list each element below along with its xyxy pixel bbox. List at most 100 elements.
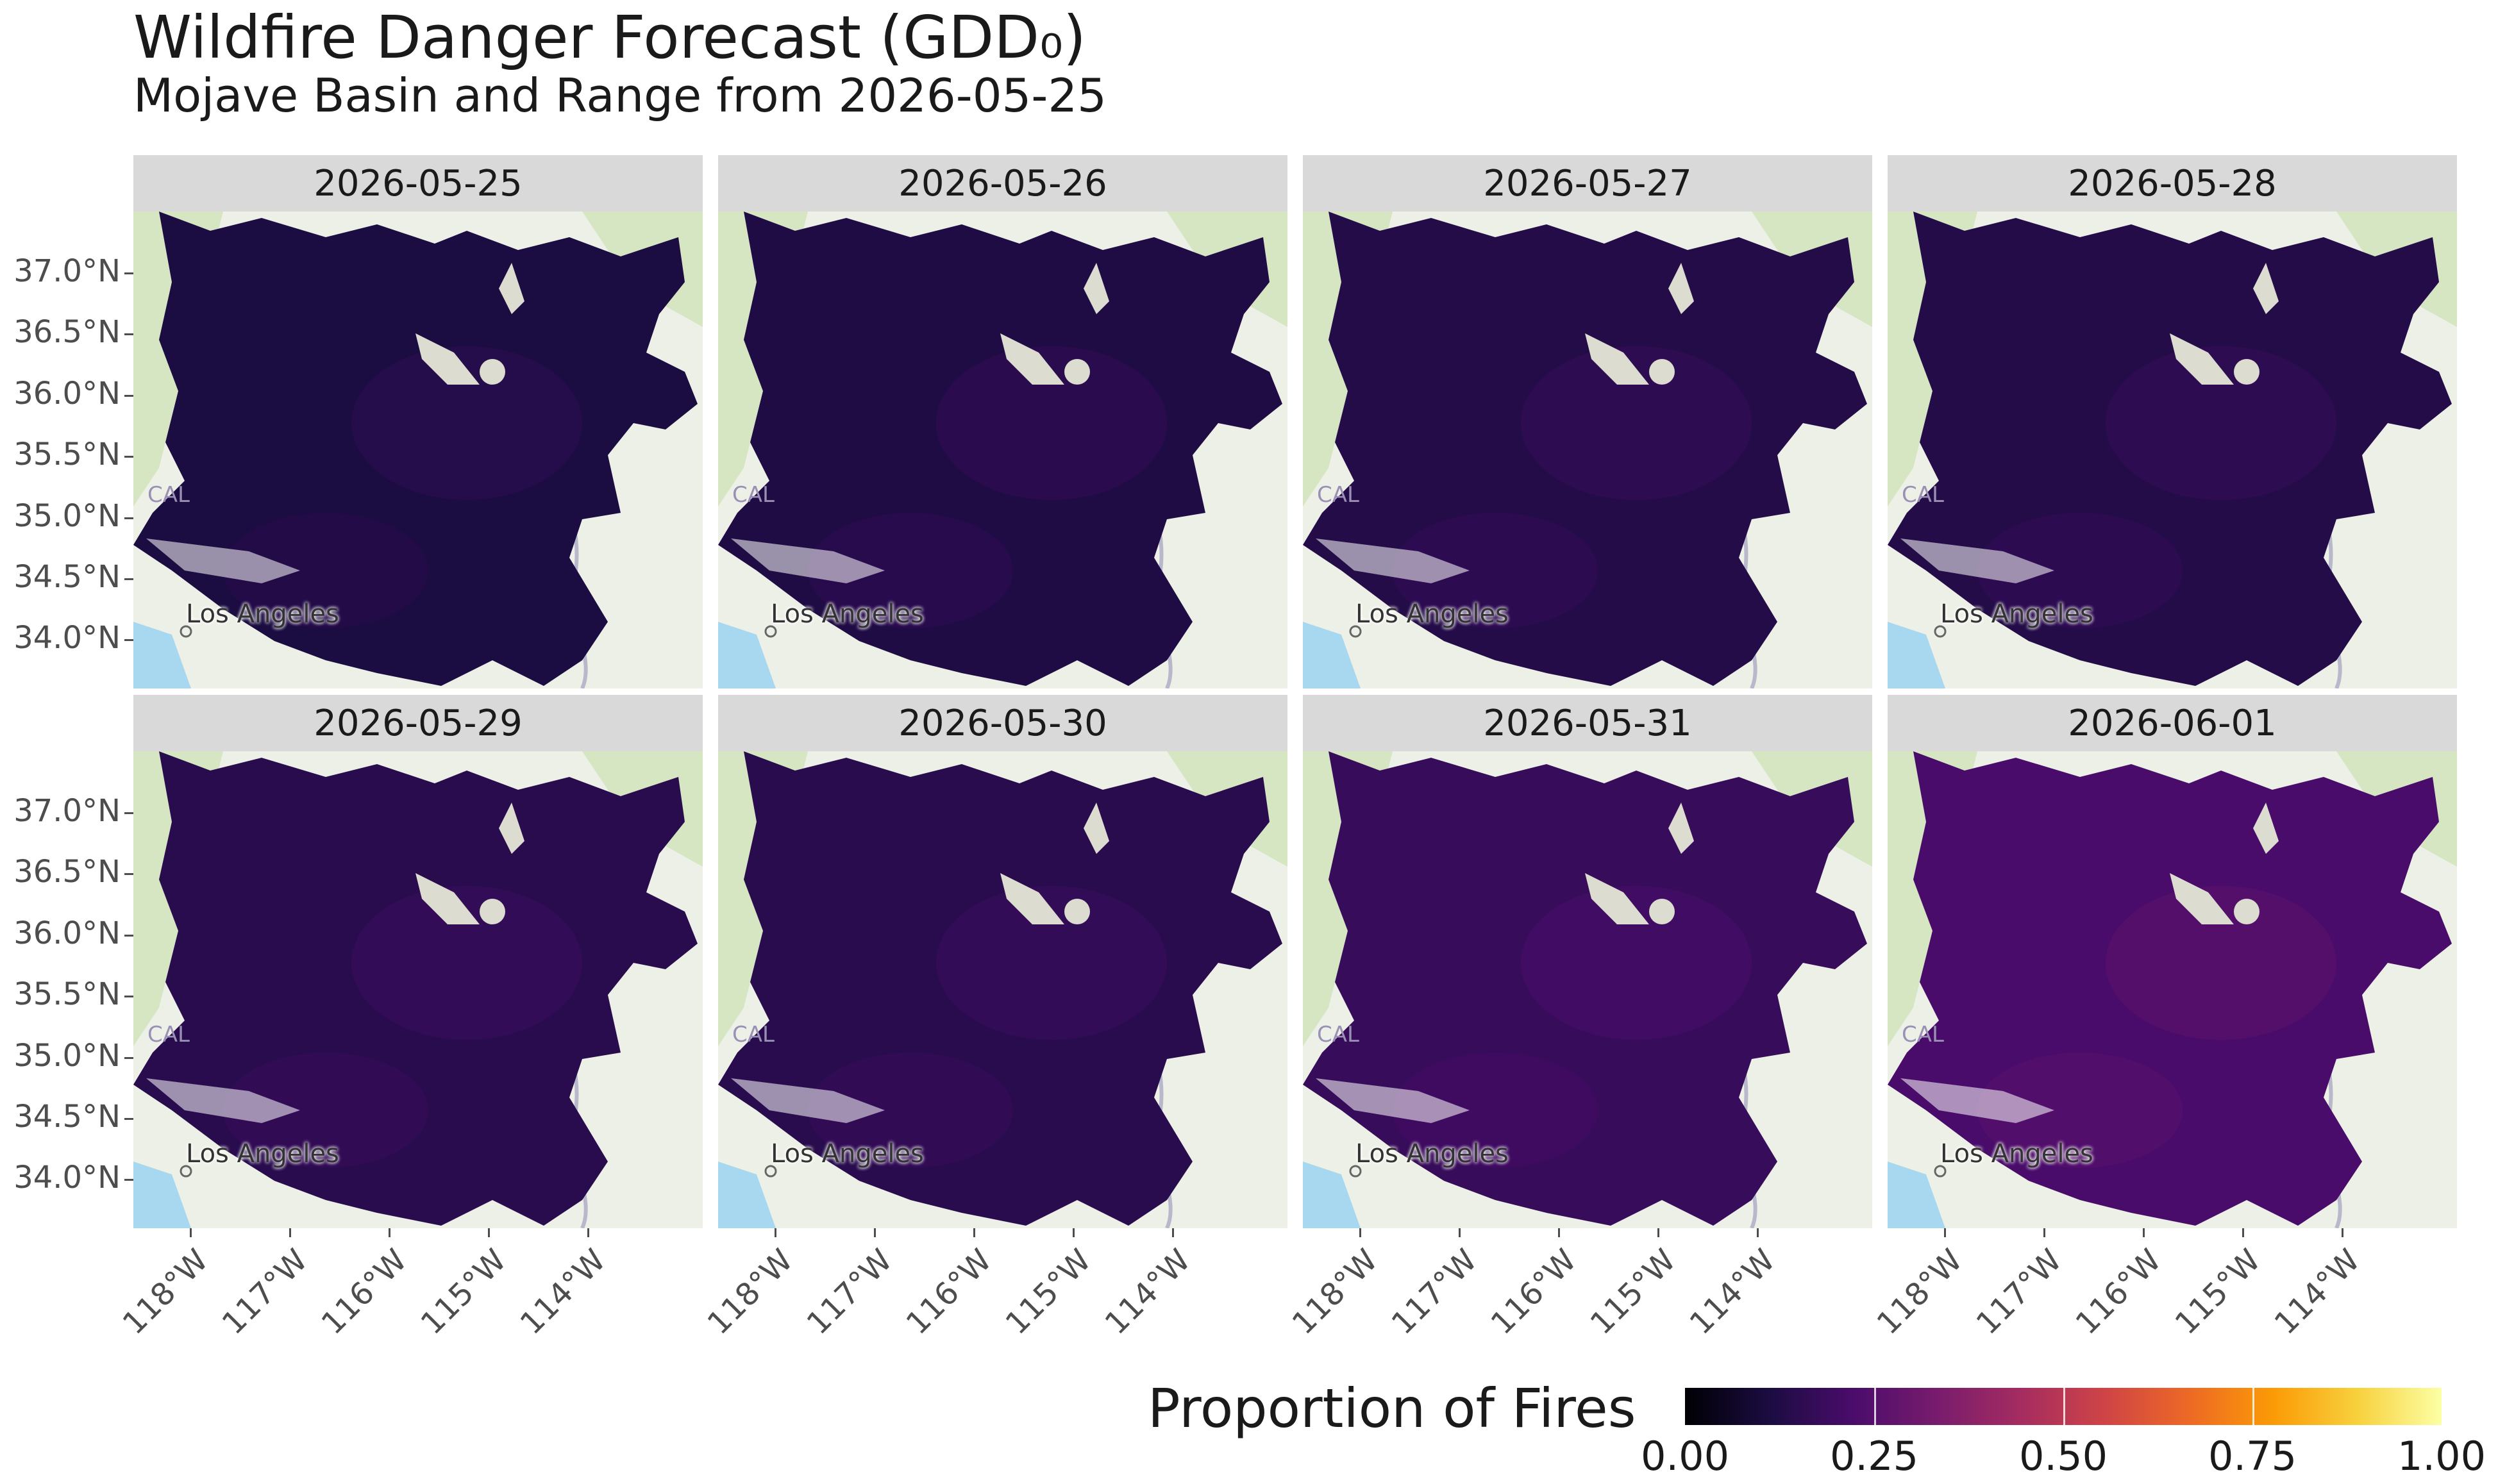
legend-tick-mark xyxy=(1874,1388,1876,1425)
city-label: Los Angeles xyxy=(771,599,924,629)
y-tick-label: 35.5°N xyxy=(13,976,121,1012)
x-tick-mark xyxy=(1459,1228,1461,1237)
legend-tick-label: 0.25 xyxy=(1829,1433,1919,1480)
y-tick-mark xyxy=(124,578,133,580)
y-tick-mark xyxy=(124,395,133,397)
map-area: CAL Los Angeles xyxy=(718,212,1287,688)
ocean-shape xyxy=(718,622,776,688)
city-marker xyxy=(180,625,192,638)
facet-strip-label: 2026-05-29 xyxy=(133,695,703,751)
state-label: CAL xyxy=(1902,482,1944,508)
ocean-shape xyxy=(1888,1162,1945,1228)
y-tick-label: 36.0°N xyxy=(13,376,121,412)
x-tick-label: 114°W xyxy=(1098,1242,1198,1342)
y-tick-label: 35.0°N xyxy=(13,1038,121,1074)
x-tick-mark xyxy=(1944,1228,1946,1237)
y-tick-mark xyxy=(124,812,133,814)
facet-strip-label: 2026-05-25 xyxy=(133,155,703,212)
facet-strip-label: 2026-05-28 xyxy=(1888,155,2457,212)
legend-tick-mark xyxy=(2252,1388,2254,1425)
x-tick-label: 115°W xyxy=(414,1242,514,1342)
legend-title: Proportion of Fires xyxy=(1148,1377,1636,1440)
ocean-shape xyxy=(133,622,191,688)
city-marker xyxy=(1349,1165,1362,1178)
state-label: CAL xyxy=(1317,482,1359,508)
ocean-shape xyxy=(718,1162,776,1228)
x-tick-label: 117°W xyxy=(1969,1242,2069,1342)
state-label: CAL xyxy=(147,1022,190,1047)
map-area: CAL Los Angeles xyxy=(1303,212,1872,688)
facet-panel: 2026-05-26 CAL Los Angeles xyxy=(718,155,1287,688)
state-label: CAL xyxy=(147,482,190,508)
chart-subtitle: Mojave Basin and Range from 2026-05-25 xyxy=(133,69,1107,122)
facet-panel: 2026-05-30 CAL Los Angeles xyxy=(718,695,1287,1228)
x-tick-mark xyxy=(190,1228,192,1237)
y-tick-mark xyxy=(124,272,133,274)
forecast-region xyxy=(133,751,698,1226)
map-area: CAL Los Angeles xyxy=(1888,212,2457,688)
basemap xyxy=(133,212,703,688)
y-tick-mark xyxy=(124,517,133,519)
x-tick-label: 118°W xyxy=(1870,1242,1970,1342)
x-tick-mark xyxy=(289,1228,291,1237)
y-tick-label: 35.5°N xyxy=(13,437,121,472)
x-tick-label: 115°W xyxy=(998,1242,1098,1342)
y-tick-mark xyxy=(124,996,133,997)
basemap xyxy=(1303,212,1872,688)
ocean-shape xyxy=(1303,1162,1361,1228)
basemap xyxy=(1888,751,2457,1228)
x-tick-mark xyxy=(587,1228,589,1237)
x-tick-mark xyxy=(2043,1228,2045,1237)
x-tick-mark xyxy=(775,1228,776,1237)
state-label: CAL xyxy=(732,1022,775,1047)
legend-tick-label: 0.75 xyxy=(2208,1433,2297,1480)
state-label: CAL xyxy=(1317,1022,1359,1047)
y-tick-mark xyxy=(124,456,133,458)
x-tick-label: 116°W xyxy=(314,1242,414,1342)
x-tick-mark xyxy=(2242,1228,2244,1237)
y-tick-label: 36.5°N xyxy=(13,314,121,350)
map-area: CAL Los Angeles xyxy=(133,751,703,1228)
city-marker xyxy=(180,1165,192,1178)
map-area: CAL Los Angeles xyxy=(133,212,703,688)
city-label: Los Angeles xyxy=(186,599,339,629)
city-marker xyxy=(764,625,777,638)
x-tick-mark xyxy=(1172,1228,1174,1237)
forecast-region xyxy=(1888,212,2452,686)
x-tick-label: 118°W xyxy=(700,1242,800,1342)
forecast-region xyxy=(1888,751,2452,1226)
basemap xyxy=(1888,212,2457,688)
y-tick-label: 34.5°N xyxy=(13,1099,121,1135)
x-tick-mark xyxy=(1073,1228,1075,1237)
y-tick-mark xyxy=(124,1057,133,1059)
facet-panel: 2026-06-01 CAL Los Angeles xyxy=(1888,695,2457,1228)
x-tick-mark xyxy=(973,1228,975,1237)
chart-title: Wildfire Danger Forecast (GDD₀) xyxy=(133,3,1086,72)
city-marker xyxy=(764,1165,777,1178)
facet-panel: 2026-05-28 CAL Los Angeles xyxy=(1888,155,2457,688)
y-tick-label: 35.0°N xyxy=(13,498,121,534)
city-label: Los Angeles xyxy=(1940,1139,2093,1169)
x-tick-mark xyxy=(1757,1228,1759,1237)
x-tick-label: 114°W xyxy=(513,1242,613,1342)
y-tick-mark xyxy=(124,873,133,875)
city-marker xyxy=(1934,625,1947,638)
y-tick-label: 34.0°N xyxy=(13,1160,121,1196)
x-tick-mark xyxy=(1657,1228,1659,1237)
x-tick-label: 117°W xyxy=(1384,1242,1484,1342)
y-tick-mark xyxy=(124,333,133,335)
city-label: Los Angeles xyxy=(1940,599,2093,629)
facet-panel: 2026-05-27 CAL Los Angeles xyxy=(1303,155,1872,688)
x-tick-mark xyxy=(874,1228,876,1237)
y-tick-label: 37.0°N xyxy=(13,793,121,829)
city-label: Los Angeles xyxy=(1355,1139,1509,1169)
city-marker xyxy=(1349,625,1362,638)
x-tick-label: 115°W xyxy=(1583,1242,1683,1342)
ocean-shape xyxy=(133,1162,191,1228)
forecast-region xyxy=(718,751,1282,1226)
legend-tick-mark xyxy=(2063,1388,2065,1425)
forecast-region xyxy=(133,212,698,686)
x-tick-label: 116°W xyxy=(1484,1242,1584,1342)
basemap xyxy=(133,751,703,1228)
state-label: CAL xyxy=(1902,1022,1944,1047)
